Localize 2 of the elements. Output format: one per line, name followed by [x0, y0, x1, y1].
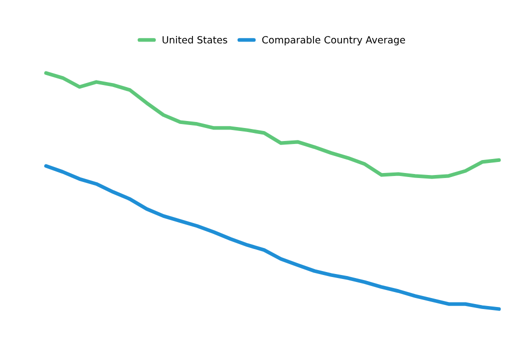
legend-label: United States — [162, 36, 228, 44]
legend-label: Comparable Country Average — [262, 36, 406, 46]
